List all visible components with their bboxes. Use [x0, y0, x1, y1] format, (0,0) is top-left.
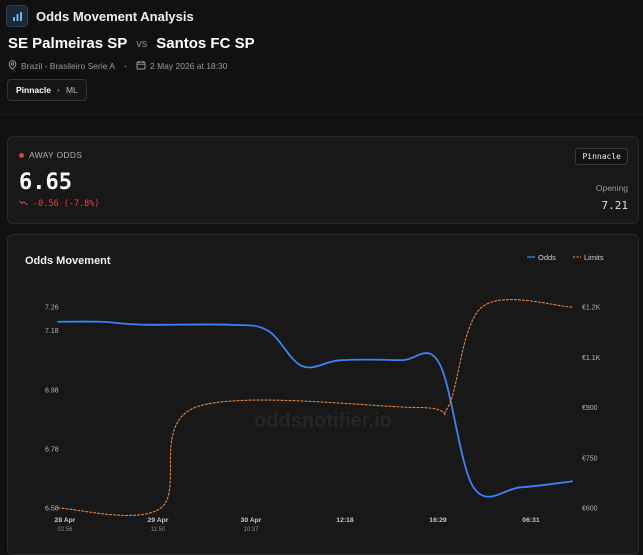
location-icon — [8, 60, 21, 72]
x-tick-label: 29 Apr — [148, 517, 169, 524]
x-tick-sublabel: 10:37 — [243, 527, 259, 533]
opening-label: Opening — [595, 183, 628, 193]
odds-change: -0.56 (-7.8%) — [19, 199, 100, 209]
match-meta: Brazil - Brasileiro Serie A • 2 May 2026… — [8, 60, 228, 72]
app-header: Odds Movement Analysis — [6, 5, 194, 27]
bar-chart-icon — [6, 5, 28, 27]
x-tick-label: 06:31 — [522, 517, 540, 524]
right-tick-label: €1.1K — [582, 355, 601, 362]
chip-market: ML — [65, 85, 78, 95]
away-odds-label-text: AWAY ODDS — [29, 150, 83, 160]
competition-name: Brazil - Brasileiro Serie A — [21, 61, 116, 71]
calendar-icon — [136, 60, 150, 72]
current-odds: 6.65 — [19, 170, 72, 195]
x-tick-sublabel: 11:50 — [151, 527, 166, 533]
left-tick-label: 6.58 — [45, 506, 59, 513]
match-title: SE Palmeiras SP vs Santos FC SP — [8, 35, 255, 52]
meta-separator: • — [124, 61, 127, 71]
x-tick-label: 16:29 — [429, 517, 447, 524]
right-tick-label: €900 — [582, 405, 598, 412]
odds-movement-chart: Odds Movement oddsnotifier.io Odds Limits 7.… — [25, 253, 604, 533]
trend-down-icon — [19, 199, 33, 209]
legend-label-odds: Odds — [538, 253, 556, 262]
left-tick-label: 7.26 — [45, 305, 59, 312]
away-odds-label: AWAY ODDS — [19, 150, 82, 160]
home-team: SE Palmeiras SP — [8, 35, 128, 52]
left-tick-label: 6.98 — [45, 387, 59, 394]
series-line-odds — [57, 320, 573, 498]
right-tick-label: €1.2K — [582, 305, 601, 312]
chip-bookmaker: Pinnacle — [16, 85, 51, 95]
left-tick-label: 6.78 — [45, 446, 59, 453]
series-line-limits — [57, 299, 573, 516]
away-team: Santos FC SP — [156, 35, 255, 52]
vs-label: vs — [136, 37, 148, 50]
left-tick-label: 7.18 — [45, 328, 59, 335]
right-tick-label: €750 — [582, 455, 598, 462]
chip-separator: • — [56, 85, 60, 95]
x-tick-label: 30 Apr — [241, 517, 262, 524]
odds-movement-card: Odds Movement oddsnotifier.io Odds Limits 7.… — [7, 234, 639, 555]
chart-watermark: oddsnotifier.io — [254, 410, 392, 432]
match-datetime: 2 May 2026 at 18:30 — [150, 61, 228, 71]
page-title: Odds Movement Analysis — [36, 8, 194, 24]
status-dot-icon — [19, 152, 24, 158]
right-tick-label: €600 — [582, 506, 598, 513]
x-tick-label: 28 Apr — [55, 517, 76, 524]
legend-label-limits: Limits — [584, 253, 604, 262]
x-tick-sublabel: 02:56 — [57, 527, 73, 533]
odds-change-text: -0.56 (-7.8%) — [33, 199, 100, 209]
away-odds-card: AWAY ODDS 6.65 -0.56 (-7.8%) Pinnacle Op… — [7, 136, 639, 224]
chart-title: Odds Movement — [25, 255, 111, 267]
bookmaker-market-chip[interactable]: Pinnacle • ML — [7, 79, 87, 101]
x-tick-label: 12:18 — [336, 517, 354, 524]
section-divider — [0, 114, 643, 115]
opening-value: 7.21 — [601, 199, 629, 212]
bookmaker-badge: Pinnacle — [575, 148, 628, 165]
